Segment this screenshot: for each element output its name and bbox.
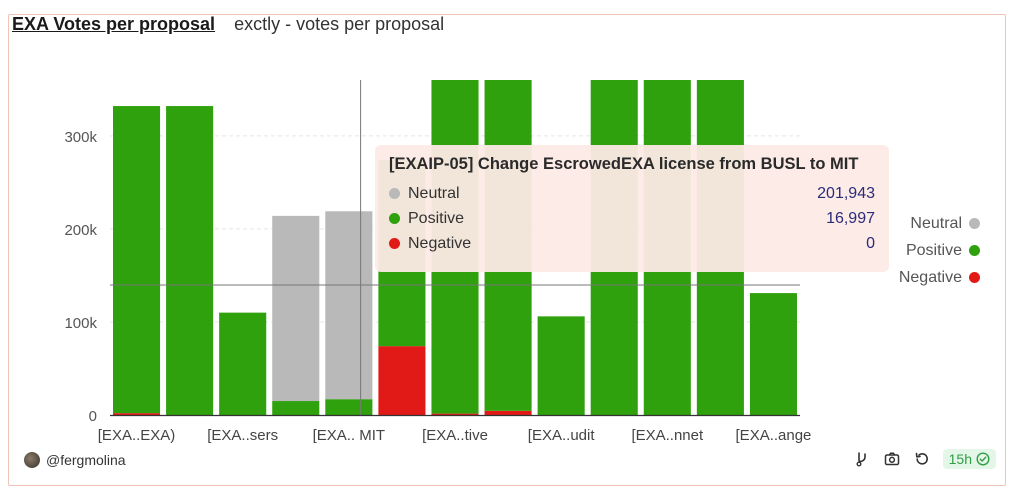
- chart-legend: Neutral Positive Negative: [899, 210, 980, 291]
- avatar: [24, 452, 40, 468]
- bar-positive: [166, 106, 214, 416]
- negative-dot-icon: [969, 272, 980, 283]
- legend-item-negative[interactable]: Negative: [899, 264, 980, 291]
- age-text: 15h: [948, 451, 972, 467]
- freshness-badge[interactable]: 15h: [942, 449, 996, 469]
- bar-neutral: [325, 211, 373, 400]
- check-circle-icon: [976, 452, 990, 466]
- bar-positive: [113, 106, 161, 414]
- y-tick-label: 300k: [64, 129, 97, 146]
- y-tick-label: 100k: [64, 315, 97, 332]
- x-tick-label: [EXA..nnet: [631, 427, 704, 444]
- neutral-dot-icon: [969, 218, 980, 229]
- x-tick-label: [EXA..udit: [528, 427, 596, 444]
- bar-negative: [431, 413, 479, 415]
- author-name: @fergmolina: [46, 452, 126, 468]
- tooltip-label: Neutral: [408, 184, 460, 202]
- tooltip-row-negative: Negative 0: [389, 231, 875, 256]
- tooltip-value: 0: [866, 234, 875, 252]
- tooltip-row-neutral: Neutral 201,943: [389, 181, 875, 206]
- bar-positive: [272, 401, 320, 415]
- hover-tooltip: [EXAIP-05] Change EscrowedEXA license fr…: [375, 145, 889, 272]
- x-tick-label: [EXA..ange: [736, 427, 812, 444]
- tooltip-title: [EXAIP-05] Change EscrowedEXA license fr…: [389, 155, 859, 173]
- fork-icon[interactable]: [853, 450, 871, 468]
- camera-icon[interactable]: [883, 450, 901, 468]
- bar-positive: [749, 293, 797, 415]
- bar-positive: [325, 399, 373, 415]
- bar-positive: [537, 316, 585, 415]
- legend-label: Positive: [905, 241, 962, 259]
- bar-negative: [113, 413, 161, 415]
- positive-dot-icon: [969, 245, 980, 256]
- chart-header: EXA Votes per proposal exctly - votes pe…: [12, 14, 444, 35]
- footer-actions: 15h: [853, 449, 996, 469]
- refresh-icon[interactable]: [913, 450, 931, 468]
- bar-positive: [219, 312, 267, 415]
- tooltip-value: 201,943: [817, 184, 875, 202]
- legend-item-positive[interactable]: Positive: [899, 237, 980, 264]
- y-tick-label: 0: [89, 408, 97, 425]
- tooltip-row-positive: Positive 16,997: [389, 206, 875, 231]
- bar-negative: [378, 346, 426, 415]
- x-tick-label: [EXA.. MIT: [313, 427, 386, 444]
- tooltip-label: Negative: [408, 234, 472, 252]
- tooltip-value: 16,997: [826, 209, 875, 227]
- y-tick-label: 200k: [64, 222, 97, 239]
- bar-neutral: [272, 215, 320, 402]
- author-link[interactable]: @fergmolina: [24, 452, 126, 468]
- chart-title-link[interactable]: EXA Votes per proposal: [12, 14, 216, 34]
- legend-item-neutral[interactable]: Neutral: [899, 210, 980, 237]
- chart-subtitle: exctly - votes per proposal: [234, 14, 445, 34]
- bar-negative: [484, 410, 532, 415]
- neutral-dot-icon: [389, 188, 400, 199]
- tooltip-label: Positive: [408, 209, 465, 227]
- negative-dot-icon: [389, 238, 400, 249]
- positive-dot-icon: [389, 213, 400, 224]
- legend-label: Negative: [898, 268, 962, 286]
- legend-label: Neutral: [910, 214, 962, 232]
- x-tick-label: [EXA..tive: [422, 427, 488, 444]
- x-tick-label: [EXA..sers: [207, 427, 278, 444]
- x-tick-label: [EXA..EXA): [98, 427, 176, 444]
